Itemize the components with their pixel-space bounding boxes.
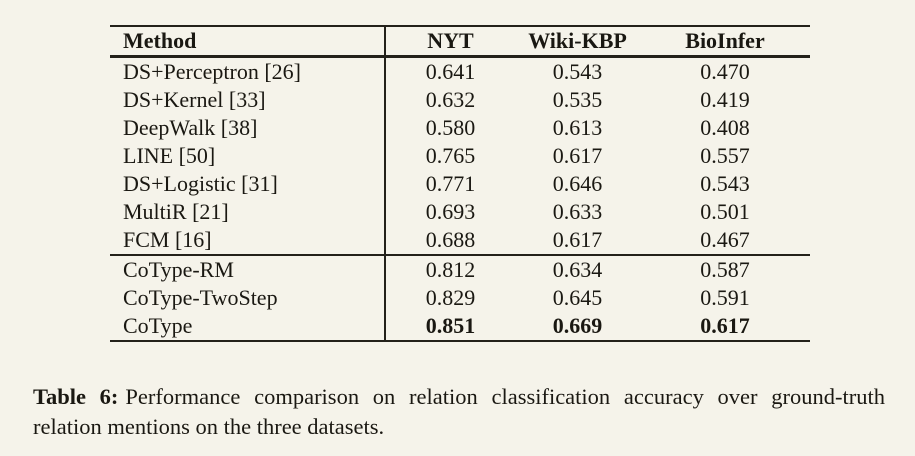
bioinfer-cell: 0.591 [700, 285, 750, 310]
wiki-kbp-cell: 0.669 [552, 313, 603, 338]
method-cell: DS+Perceptron [26] [110, 56, 386, 86]
column-header-method: Method [110, 26, 386, 58]
bioinfer-cell: 0.587 [640, 254, 810, 284]
method-cell: CoType [110, 312, 386, 341]
table-caption: Table 6: Performance comparison on relati… [33, 382, 885, 442]
nyt-cell: 0.771 [425, 171, 476, 196]
bioinfer-cell: 0.470 [700, 59, 750, 84]
bioinfer-cell: 0.557 [700, 143, 750, 168]
results-table-body: DS+Perceptron [26] 0.641 0.543 0.470 DS+… [110, 56, 810, 341]
column-header-bioinfer: BioInfer [640, 26, 810, 58]
wiki-kbp-cell: 0.617 [552, 143, 603, 168]
table-row: DS+Perceptron [26] 0.641 0.543 0.470 [110, 56, 810, 86]
table-row: CoType 0.851 0.669 0.617 [110, 312, 810, 341]
table-row: DS+Kernel [33] 0.632 0.535 0.419 [110, 86, 810, 114]
method-cell: DS+Logistic [31] [110, 170, 386, 198]
header-row: Method NYT Wiki-KBP BioInfer [110, 26, 810, 58]
nyt-cell: 0.765 [425, 143, 476, 168]
bioinfer-cell: 0.408 [700, 115, 750, 140]
method-cell: LINE [50] [110, 142, 386, 170]
nyt-cell: 0.829 [425, 285, 476, 310]
wiki-kbp-cell: 0.633 [552, 199, 603, 224]
table-row: DeepWalk [38] 0.580 0.613 0.408 [110, 114, 810, 142]
table-row: FCM [16] 0.688 0.617 0.467 [110, 226, 810, 255]
column-header-nyt: NYT [385, 26, 515, 58]
results-table-header: Method NYT Wiki-KBP BioInfer [110, 26, 810, 58]
table-row: CoType-TwoStep 0.829 0.645 0.591 [110, 284, 810, 312]
nyt-cell: 0.632 [425, 87, 476, 112]
nyt-cell: 0.851 [425, 313, 476, 338]
method-cell: CoType-TwoStep [110, 284, 386, 312]
table-row: DS+Logistic [31] 0.771 0.646 0.543 [110, 170, 810, 198]
nyt-cell: 0.693 [425, 199, 476, 224]
nyt-cell: 0.812 [385, 254, 515, 284]
wiki-kbp-cell: 0.613 [552, 115, 603, 140]
method-cell: DS+Kernel [33] [110, 86, 386, 114]
nyt-cell: 0.641 [425, 59, 476, 84]
bioinfer-cell: 0.467 [700, 227, 750, 252]
table-caption-text: Performance comparison on relation class… [33, 384, 885, 439]
column-header-wiki-kbp: Wiki-KBP [515, 26, 640, 58]
table-row: LINE [50] 0.765 0.617 0.557 [110, 142, 810, 170]
results-table: Method NYT Wiki-KBP BioInfer DS+Perceptr… [110, 25, 810, 342]
method-cell: MultiR [21] [110, 198, 386, 226]
wiki-kbp-cell: 0.543 [552, 59, 603, 84]
method-cell: FCM [16] [110, 226, 386, 255]
nyt-cell: 0.688 [425, 227, 476, 252]
bioinfer-cell: 0.543 [700, 171, 750, 196]
results-table-wrap: Method NYT Wiki-KBP BioInfer DS+Perceptr… [110, 25, 810, 342]
wiki-kbp-cell: 0.535 [552, 87, 603, 112]
wiki-kbp-cell: 0.617 [552, 227, 603, 252]
table-row: CoType-RM 0.812 0.634 0.587 [110, 254, 810, 284]
method-cell: DeepWalk [38] [110, 114, 386, 142]
wiki-kbp-cell: 0.634 [515, 254, 640, 284]
bioinfer-cell: 0.501 [700, 199, 750, 224]
table-caption-label: Table 6: [33, 384, 119, 409]
nyt-cell: 0.580 [425, 115, 476, 140]
wiki-kbp-cell: 0.645 [552, 285, 603, 310]
table-row: MultiR [21] 0.693 0.633 0.501 [110, 198, 810, 226]
wiki-kbp-cell: 0.646 [552, 171, 603, 196]
bioinfer-cell: 0.419 [700, 87, 750, 112]
method-cell: CoType-RM [110, 254, 386, 284]
bioinfer-cell: 0.617 [700, 313, 750, 338]
